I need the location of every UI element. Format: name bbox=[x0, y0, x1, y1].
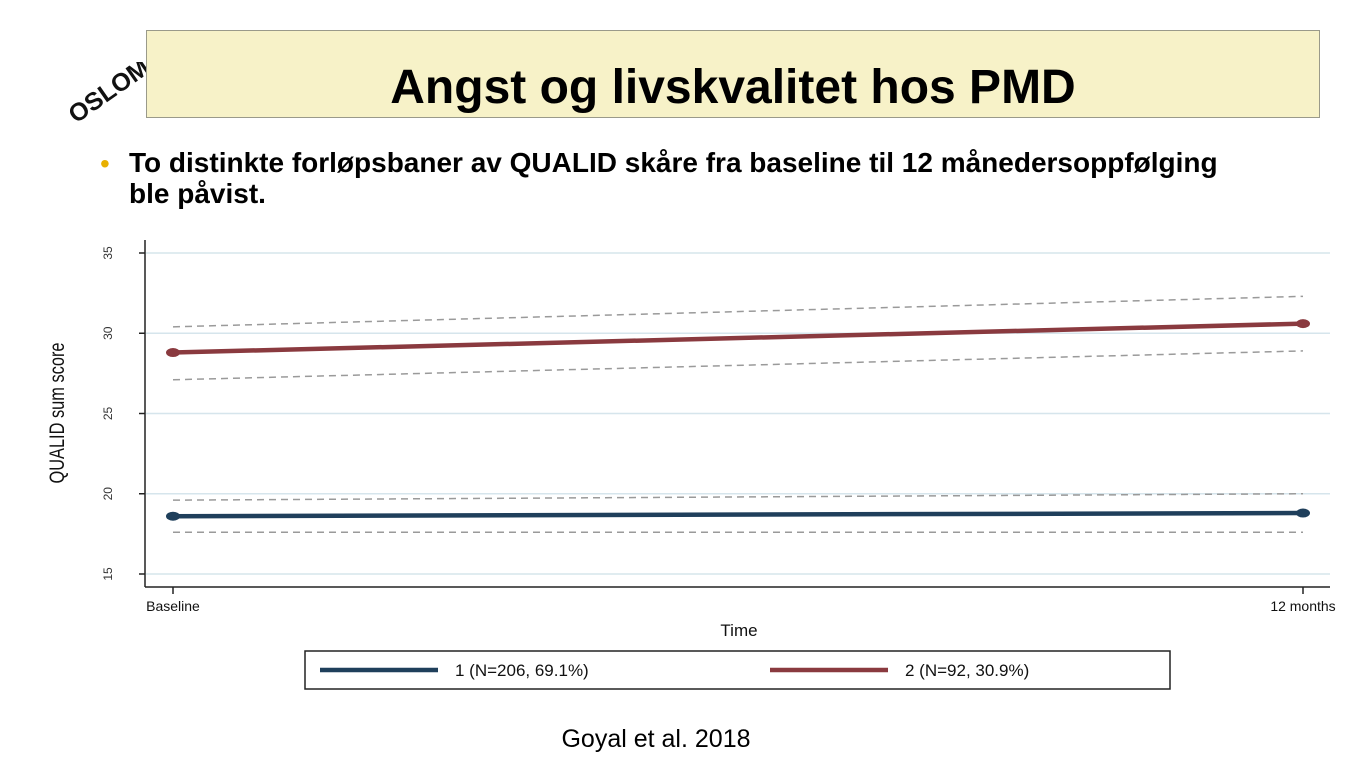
x-axis-label: Time bbox=[720, 621, 757, 640]
page-title: Angst og livskvalitet hos PMD bbox=[390, 61, 1076, 114]
title-banner bbox=[146, 30, 1320, 118]
y-tick-label: 35 bbox=[101, 246, 115, 260]
series-1-line bbox=[172, 510, 1304, 519]
y-tick-label: 25 bbox=[101, 407, 115, 421]
x-tick-label: 12 months bbox=[1270, 598, 1335, 614]
y-tick-label: 15 bbox=[101, 567, 115, 581]
legend-label-1: 1 (N=206, 69.1%) bbox=[455, 661, 589, 680]
series-1-point bbox=[166, 511, 180, 521]
series-2-point bbox=[166, 348, 180, 358]
legend: 1 (N=206, 69.1%) 2 (N=92, 30.9%) bbox=[320, 661, 1029, 680]
x-tick-label: Baseline bbox=[146, 598, 200, 614]
x-ticks: Baseline 12 months bbox=[146, 587, 1336, 614]
series-2-point bbox=[1296, 319, 1310, 329]
oslomet-logo: OSLOMET bbox=[70, 62, 160, 129]
series-1-ci-upper-line bbox=[172, 493, 1304, 501]
legend-box bbox=[304, 650, 1171, 690]
y-tick-label: 20 bbox=[101, 487, 115, 501]
bullet-text: To distinkte forløpsbaner av QUALID skår… bbox=[129, 147, 1218, 209]
series bbox=[166, 295, 1310, 534]
legend-label-2: 2 (N=92, 30.9%) bbox=[905, 661, 1029, 680]
series-2-line bbox=[172, 321, 1304, 355]
series-1-point bbox=[1296, 508, 1310, 518]
y-axis-label: QUALID sum score bbox=[45, 342, 68, 483]
y-tick-label: 30 bbox=[101, 326, 115, 340]
y-tick-labels: 15 20 25 30 35 bbox=[101, 246, 145, 581]
bullet-marker: • bbox=[100, 148, 110, 179]
series-2-ci-lower-line bbox=[172, 350, 1304, 381]
qualid-trajectory-chart: 15 20 25 30 35 Baseline 12 months QUALID sum … bbox=[45, 240, 1336, 690]
source-citation: Goyal et al. 2018 bbox=[561, 725, 751, 753]
series-2-ci-upper-line bbox=[172, 295, 1304, 328]
grid-lines bbox=[146, 252, 1330, 575]
